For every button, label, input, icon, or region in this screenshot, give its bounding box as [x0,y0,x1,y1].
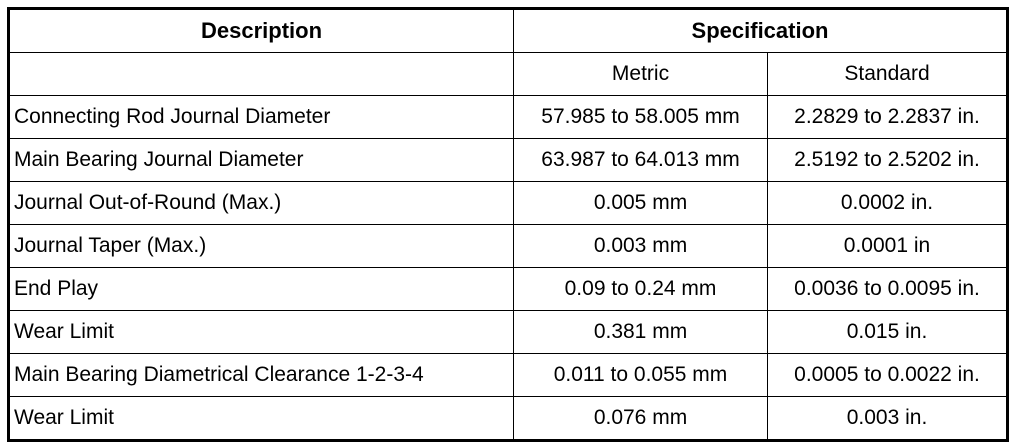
subheader-cell: Metric [513,52,768,96]
metric-cell: 0.011 to 0.055 mm [513,353,768,397]
standard-cell: 2.5192 to 2.5202 in. [766,138,1009,182]
standard-cell: 2.2829 to 2.2837 in. [766,95,1009,139]
table-body: Connecting Rod Journal Diameter 57.985 to… [8,95,1009,441]
standard-cell: 0.0036 to 0.0095 in. [766,267,1009,311]
metric-cell: 63.987 to 64.013 mm [513,138,768,182]
standard-cell: 0.0001 in [766,224,1009,268]
description-cell: Main Bearing Diametrical Clearance 1-2-3… [8,353,514,397]
table-row: Wear Limit 0.381 mm 0.015 in. [8,310,1009,354]
metric-cell: 0.003 mm [513,224,768,268]
standard-cell: 0.0005 to 0.0022 in. [766,353,1009,397]
description-cell: Journal Out-of-Round (Max.) [8,181,514,225]
header-row: Description Specification [8,8,1009,53]
table-row: Connecting Rod Journal Diameter 57.985 to… [8,95,1009,139]
header-cell: Description [8,8,514,53]
subheader-row: Metric Standard [8,52,1009,96]
table-row: End Play 0.09 to 0.24 mm 0.0036 to 0.0095 … [8,267,1009,311]
standard-cell: 0.0002 in. [766,181,1009,225]
description-cell: Journal Taper (Max.) [8,224,514,268]
header-cell: Specification [512,8,1009,53]
metric-cell: 57.985 to 58.005 mm [513,95,768,139]
metric-cell: 0.076 mm [513,396,768,441]
table-row: Main Bearing Diametrical Clearance 1-2-3… [8,353,1009,397]
spec-table: Description Specification Metric Standar… [7,7,1010,442]
description-cell: Wear Limit [8,396,514,441]
metric-cell: 0.381 mm [513,310,768,354]
metric-cell: 0.005 mm [513,181,768,225]
description-cell: Main Bearing Journal Diameter [8,138,514,182]
empty-cell [8,52,514,96]
table-row: Main Bearing Journal Diameter 63.987 to 6… [8,138,1009,182]
standard-cell: 0.015 in. [766,310,1009,354]
standard-cell: 0.003 in. [766,396,1009,441]
table-row: Wear Limit 0.076 mm 0.003 in. [8,396,1009,441]
description-cell: Wear Limit [8,310,514,354]
description-cell: End Play [8,267,514,311]
table-row: Journal Out-of-Round (Max.) 0.005 mm 0.000… [8,181,1009,225]
table-row: Journal Taper (Max.) 0.003 mm 0.0001 in [8,224,1009,268]
description-cell: Connecting Rod Journal Diameter [8,95,514,139]
metric-cell: 0.09 to 0.24 mm [513,267,768,311]
subheader-cell: Standard [766,52,1009,96]
